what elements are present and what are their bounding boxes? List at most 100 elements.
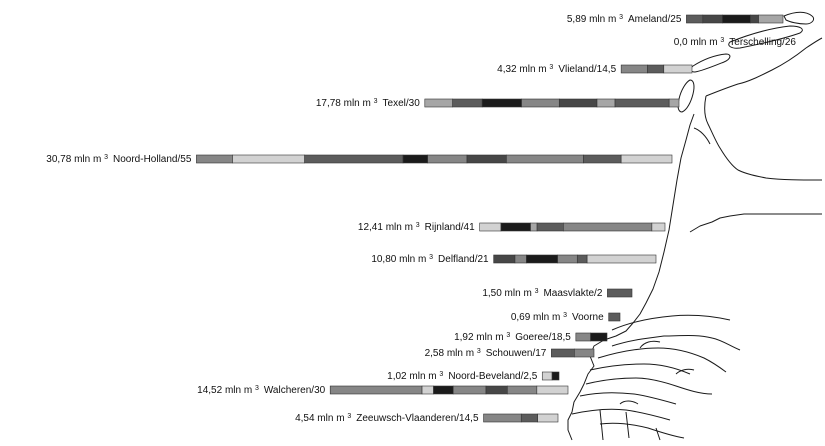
- bar-segment: [686, 14, 704, 24]
- bar-segment: [558, 98, 598, 108]
- unit-superscript: 3: [429, 254, 433, 261]
- unit-superscript: 3: [563, 312, 567, 319]
- row-name: Rijnland/41: [425, 222, 475, 233]
- bar-segment: [607, 288, 633, 298]
- bars-layer: 5,89 mln m 3 Ameland/25 0,0 mln m 3 Tersche…: [46, 14, 796, 425]
- bar-segment: [583, 154, 622, 164]
- unit-superscript: 3: [347, 413, 351, 420]
- bar-segment: [537, 413, 559, 423]
- bar-segment: [590, 332, 608, 342]
- row-name: Vlieland/14,5: [558, 64, 616, 75]
- bar-segment: [576, 254, 588, 264]
- bar-segment: [530, 222, 538, 232]
- bar-segment: [452, 385, 487, 395]
- row-value: 0,69 mln m: [511, 312, 563, 323]
- coastline-map: [567, 11, 823, 441]
- row-value: 12,41 mln m: [358, 222, 416, 233]
- bar-segment: [433, 385, 454, 395]
- row-name: Delfland/21: [438, 254, 489, 265]
- bar-segment: [329, 385, 423, 395]
- row-name: Zeeuwsch-Vlaanderen/14,5: [356, 413, 479, 424]
- bar-segment: [596, 98, 616, 108]
- bar-segment: [536, 222, 564, 232]
- row-label: 4,54 mln m 3 Zeeuwsch-Vlaanderen/14,5: [295, 413, 479, 425]
- row-name: Maasvlakte/2: [543, 288, 602, 299]
- bar-segment: [586, 254, 657, 264]
- bar-segment: [663, 64, 693, 74]
- bar-segment: [452, 98, 483, 108]
- row-label: 4,32 mln m 3 Vlieland/14,5: [497, 64, 616, 76]
- bar-segment: [647, 64, 665, 74]
- bar-segment: [520, 413, 538, 423]
- bar-segment: [479, 222, 502, 232]
- bar-segment: [551, 371, 560, 381]
- unit-superscript: 3: [255, 385, 259, 392]
- bar-segment: [536, 385, 569, 395]
- row-value: 5,89 mln m: [567, 14, 619, 25]
- bar-segment: [427, 154, 468, 164]
- bar-segment: [722, 14, 751, 24]
- row-name: Voorne: [572, 312, 604, 323]
- row-value: 1,02 mln m: [387, 371, 439, 382]
- bar-segment: [506, 154, 584, 164]
- bar-segment: [620, 64, 648, 74]
- bar-segment: [493, 254, 516, 264]
- bar-segment: [402, 154, 428, 164]
- bar-segment: [483, 413, 522, 423]
- bar-segment: [608, 312, 621, 322]
- unit-superscript: 3: [549, 64, 553, 71]
- bar-segment: [466, 154, 507, 164]
- row-value: 14,52 mln m: [197, 385, 255, 396]
- bar-segment: [526, 254, 558, 264]
- unit-superscript: 3: [439, 371, 443, 378]
- bar-segment: [668, 98, 680, 108]
- unit-superscript: 3: [374, 98, 378, 105]
- bar-segment: [557, 254, 578, 264]
- unit-superscript: 3: [416, 222, 420, 229]
- row-value: 4,54 mln m: [295, 413, 347, 424]
- row-name: Ameland/25: [628, 14, 682, 25]
- row-label: 14,52 mln m 3 Walcheren/30: [197, 385, 325, 397]
- unit-superscript: 3: [477, 348, 481, 355]
- row-name: Terschelling/26: [729, 37, 796, 48]
- row-label: 12,41 mln m 3 Rijnland/41: [358, 222, 475, 234]
- bar-segment: [541, 371, 553, 381]
- bar-segment: [563, 222, 653, 232]
- row-value: 1,50 mln m: [482, 288, 534, 299]
- row-name: Noord-Holland/55: [113, 154, 192, 165]
- bar-segment: [424, 98, 453, 108]
- row-value: 0,0 mln m: [674, 37, 721, 48]
- row-name: Noord-Beveland/2,5: [448, 371, 537, 382]
- bar-segment: [304, 154, 404, 164]
- row-value: 30,78 mln m: [46, 154, 104, 165]
- row-name: Texel/30: [383, 98, 421, 109]
- bar-segment: [485, 385, 508, 395]
- row-value: 17,78 mln m: [316, 98, 374, 109]
- bar-segment: [500, 222, 531, 232]
- row-label: 5,89 mln m 3 Ameland/25: [567, 14, 682, 26]
- bar-segment: [481, 98, 522, 108]
- unit-superscript: 3: [619, 14, 623, 21]
- unit-superscript: 3: [104, 154, 108, 161]
- row-label: 17,78 mln m 3 Texel/30: [316, 98, 420, 110]
- unit-superscript: 3: [535, 288, 539, 295]
- row-value: 10,80 mln m: [371, 254, 429, 265]
- row-name: Goeree/18,5: [515, 332, 571, 343]
- unit-superscript: 3: [720, 37, 724, 44]
- row-value: 4,32 mln m: [497, 64, 549, 75]
- row-value: 1,92 mln m: [454, 332, 506, 343]
- bar-segment: [514, 254, 527, 264]
- bar-segment: [651, 222, 666, 232]
- row-label: 1,02 mln m 3 Noord-Beveland/2,5: [387, 371, 538, 383]
- bar-segment: [196, 154, 233, 164]
- row-label: 0,0 mln m 3 Terschelling/26: [674, 37, 797, 49]
- row-label: 10,80 mln m 3 Delfland/21: [371, 254, 489, 266]
- bar-segment: [750, 14, 759, 24]
- bar-segment: [574, 348, 595, 358]
- bar-segment: [421, 385, 434, 395]
- bar-segment: [758, 14, 784, 24]
- unit-superscript: 3: [506, 332, 510, 339]
- row-name: Walcheren/30: [264, 385, 326, 396]
- row-label: 1,50 mln m 3 Maasvlakte/2: [482, 288, 603, 300]
